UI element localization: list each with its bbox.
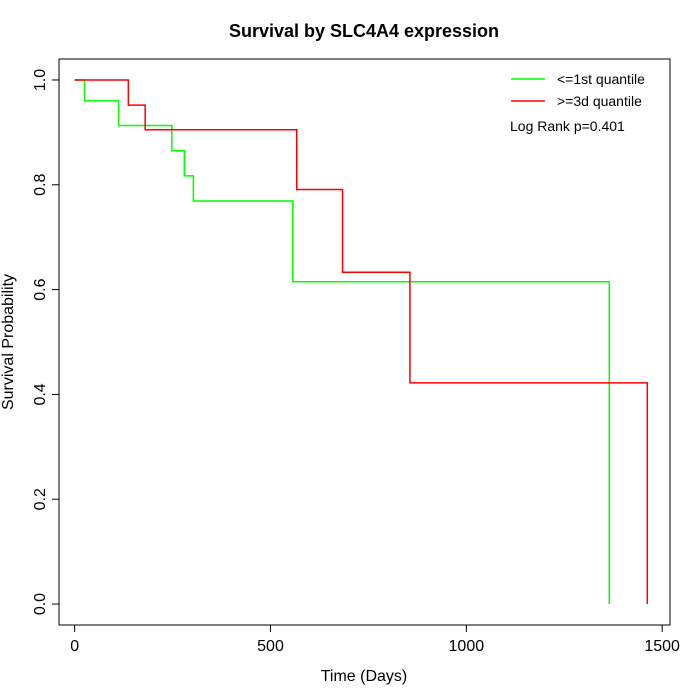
survival-curve-high [74, 79, 649, 605]
y-tick-label: 1.0 [32, 69, 49, 91]
log-rank-annotation: Log Rank p=0.401 [510, 118, 625, 134]
legend: <=1st quantile >=3d quantile [511, 71, 645, 109]
x-tick-label: 500 [257, 638, 284, 655]
survival-curve-low [74, 79, 611, 605]
y-tick-label: 0.8 [32, 174, 49, 196]
y-axis-label: Survival Probability [0, 274, 17, 410]
chart-title: Survival by SLC4A4 expression [229, 21, 499, 41]
x-tick-label: 1000 [449, 638, 485, 655]
x-tick-label: 1500 [644, 638, 680, 655]
legend-entry: <=1st quantile [557, 71, 645, 87]
x-axis-label: Time (Days) [321, 668, 408, 685]
y-axis: 0.0 0.2 0.4 0.6 0.8 1.0 [32, 69, 60, 615]
plot-frame [58, 58, 671, 626]
x-axis: 0 500 1000 1500 [70, 624, 680, 655]
y-tick-label: 0.0 [32, 593, 49, 615]
series-layer [74, 79, 649, 605]
y-tick-label: 0.6 [32, 278, 49, 300]
y-tick-label: 0.2 [32, 488, 49, 510]
y-tick-label: 0.4 [32, 383, 49, 405]
legend-entry: >=3d quantile [557, 93, 642, 109]
x-tick-label: 0 [70, 638, 79, 655]
